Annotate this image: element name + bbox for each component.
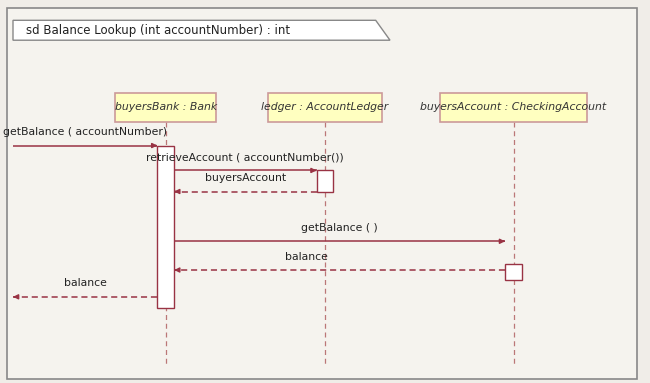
Bar [157,146,174,308]
Bar [268,93,382,122]
Bar [116,93,216,122]
Text: buyersBank : Bank: buyersBank : Bank [114,102,217,112]
Text: ledger : AccountLedger: ledger : AccountLedger [261,102,389,112]
Text: balance: balance [285,252,328,262]
Bar [441,93,586,122]
Text: balance: balance [64,278,107,288]
Text: buyersAccount: buyersAccount [205,173,286,183]
Bar [317,170,333,192]
Text: sd Balance Lookup (int accountNumber) : int: sd Balance Lookup (int accountNumber) : … [26,24,290,37]
Bar [505,264,522,280]
Text: buyersAccount : CheckingAccount: buyersAccount : CheckingAccount [421,102,606,112]
Text: retrieveAccount ( accountNumber()): retrieveAccount ( accountNumber()) [146,152,344,162]
Text: getBalance ( ): getBalance ( ) [301,223,378,233]
Text: getBalance ( accountNumber): getBalance ( accountNumber) [3,127,167,137]
Polygon shape [13,20,390,40]
